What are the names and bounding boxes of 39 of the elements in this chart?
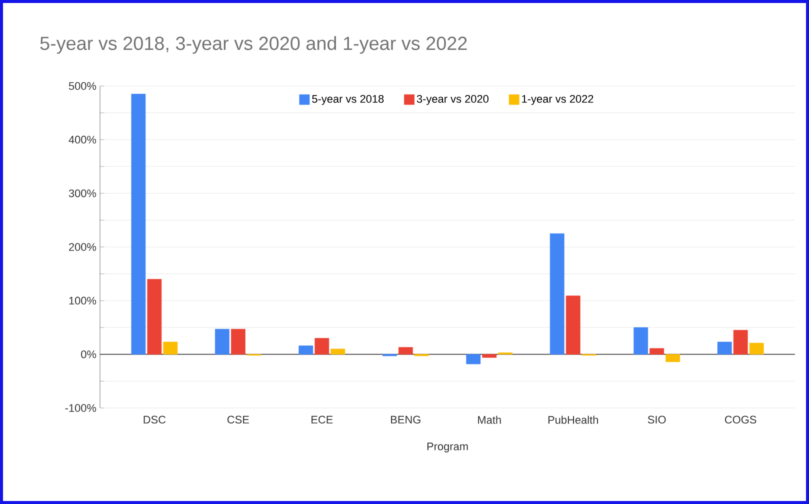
x-axis-title: Program (427, 442, 468, 452)
bar (466, 354, 481, 364)
x-tick-label: PubHealth (548, 416, 598, 424)
y-tick-label: 200% (69, 243, 96, 251)
x-tick-label: BENG (391, 416, 420, 424)
bar (330, 348, 346, 355)
bar (314, 338, 330, 355)
bar (550, 233, 564, 355)
y-tick-label: -100% (65, 404, 96, 412)
y-tick-label: 0% (81, 350, 96, 358)
bar (230, 328, 246, 355)
y-tick-label: 100% (69, 296, 96, 305)
x-tick-label: COGS (725, 416, 756, 424)
bar (131, 94, 146, 355)
bar (214, 328, 230, 355)
bar (650, 348, 664, 355)
legend-label: 1-year vs 2022 (522, 95, 594, 105)
x-tick-label: DSC (144, 416, 166, 424)
bar (147, 278, 162, 355)
bar (566, 296, 580, 355)
y-tick-label: 300% (68, 189, 96, 198)
bar (398, 347, 413, 355)
bar (733, 330, 748, 355)
x-tick-label: Math (478, 416, 501, 424)
x-tick-label: CSE (227, 416, 249, 424)
bar (666, 354, 680, 362)
y-tick-label: 400% (68, 136, 96, 144)
bar (298, 346, 314, 355)
bar (749, 342, 764, 355)
bar (717, 342, 732, 355)
bar (163, 342, 178, 355)
x-tick-label: SIO (648, 416, 666, 424)
chart-title: 5-year vs 2018, 3-year vs 2020 and 1-year vs 2022 (40, 36, 467, 54)
legend-label: 5-year vs 2018 (312, 95, 384, 105)
y-tick-label: 500% (68, 82, 96, 90)
bar (634, 327, 648, 355)
bar (482, 354, 497, 358)
legend-label: 3-year vs 2020 (416, 95, 488, 105)
x-tick-label: ECE (312, 416, 333, 424)
